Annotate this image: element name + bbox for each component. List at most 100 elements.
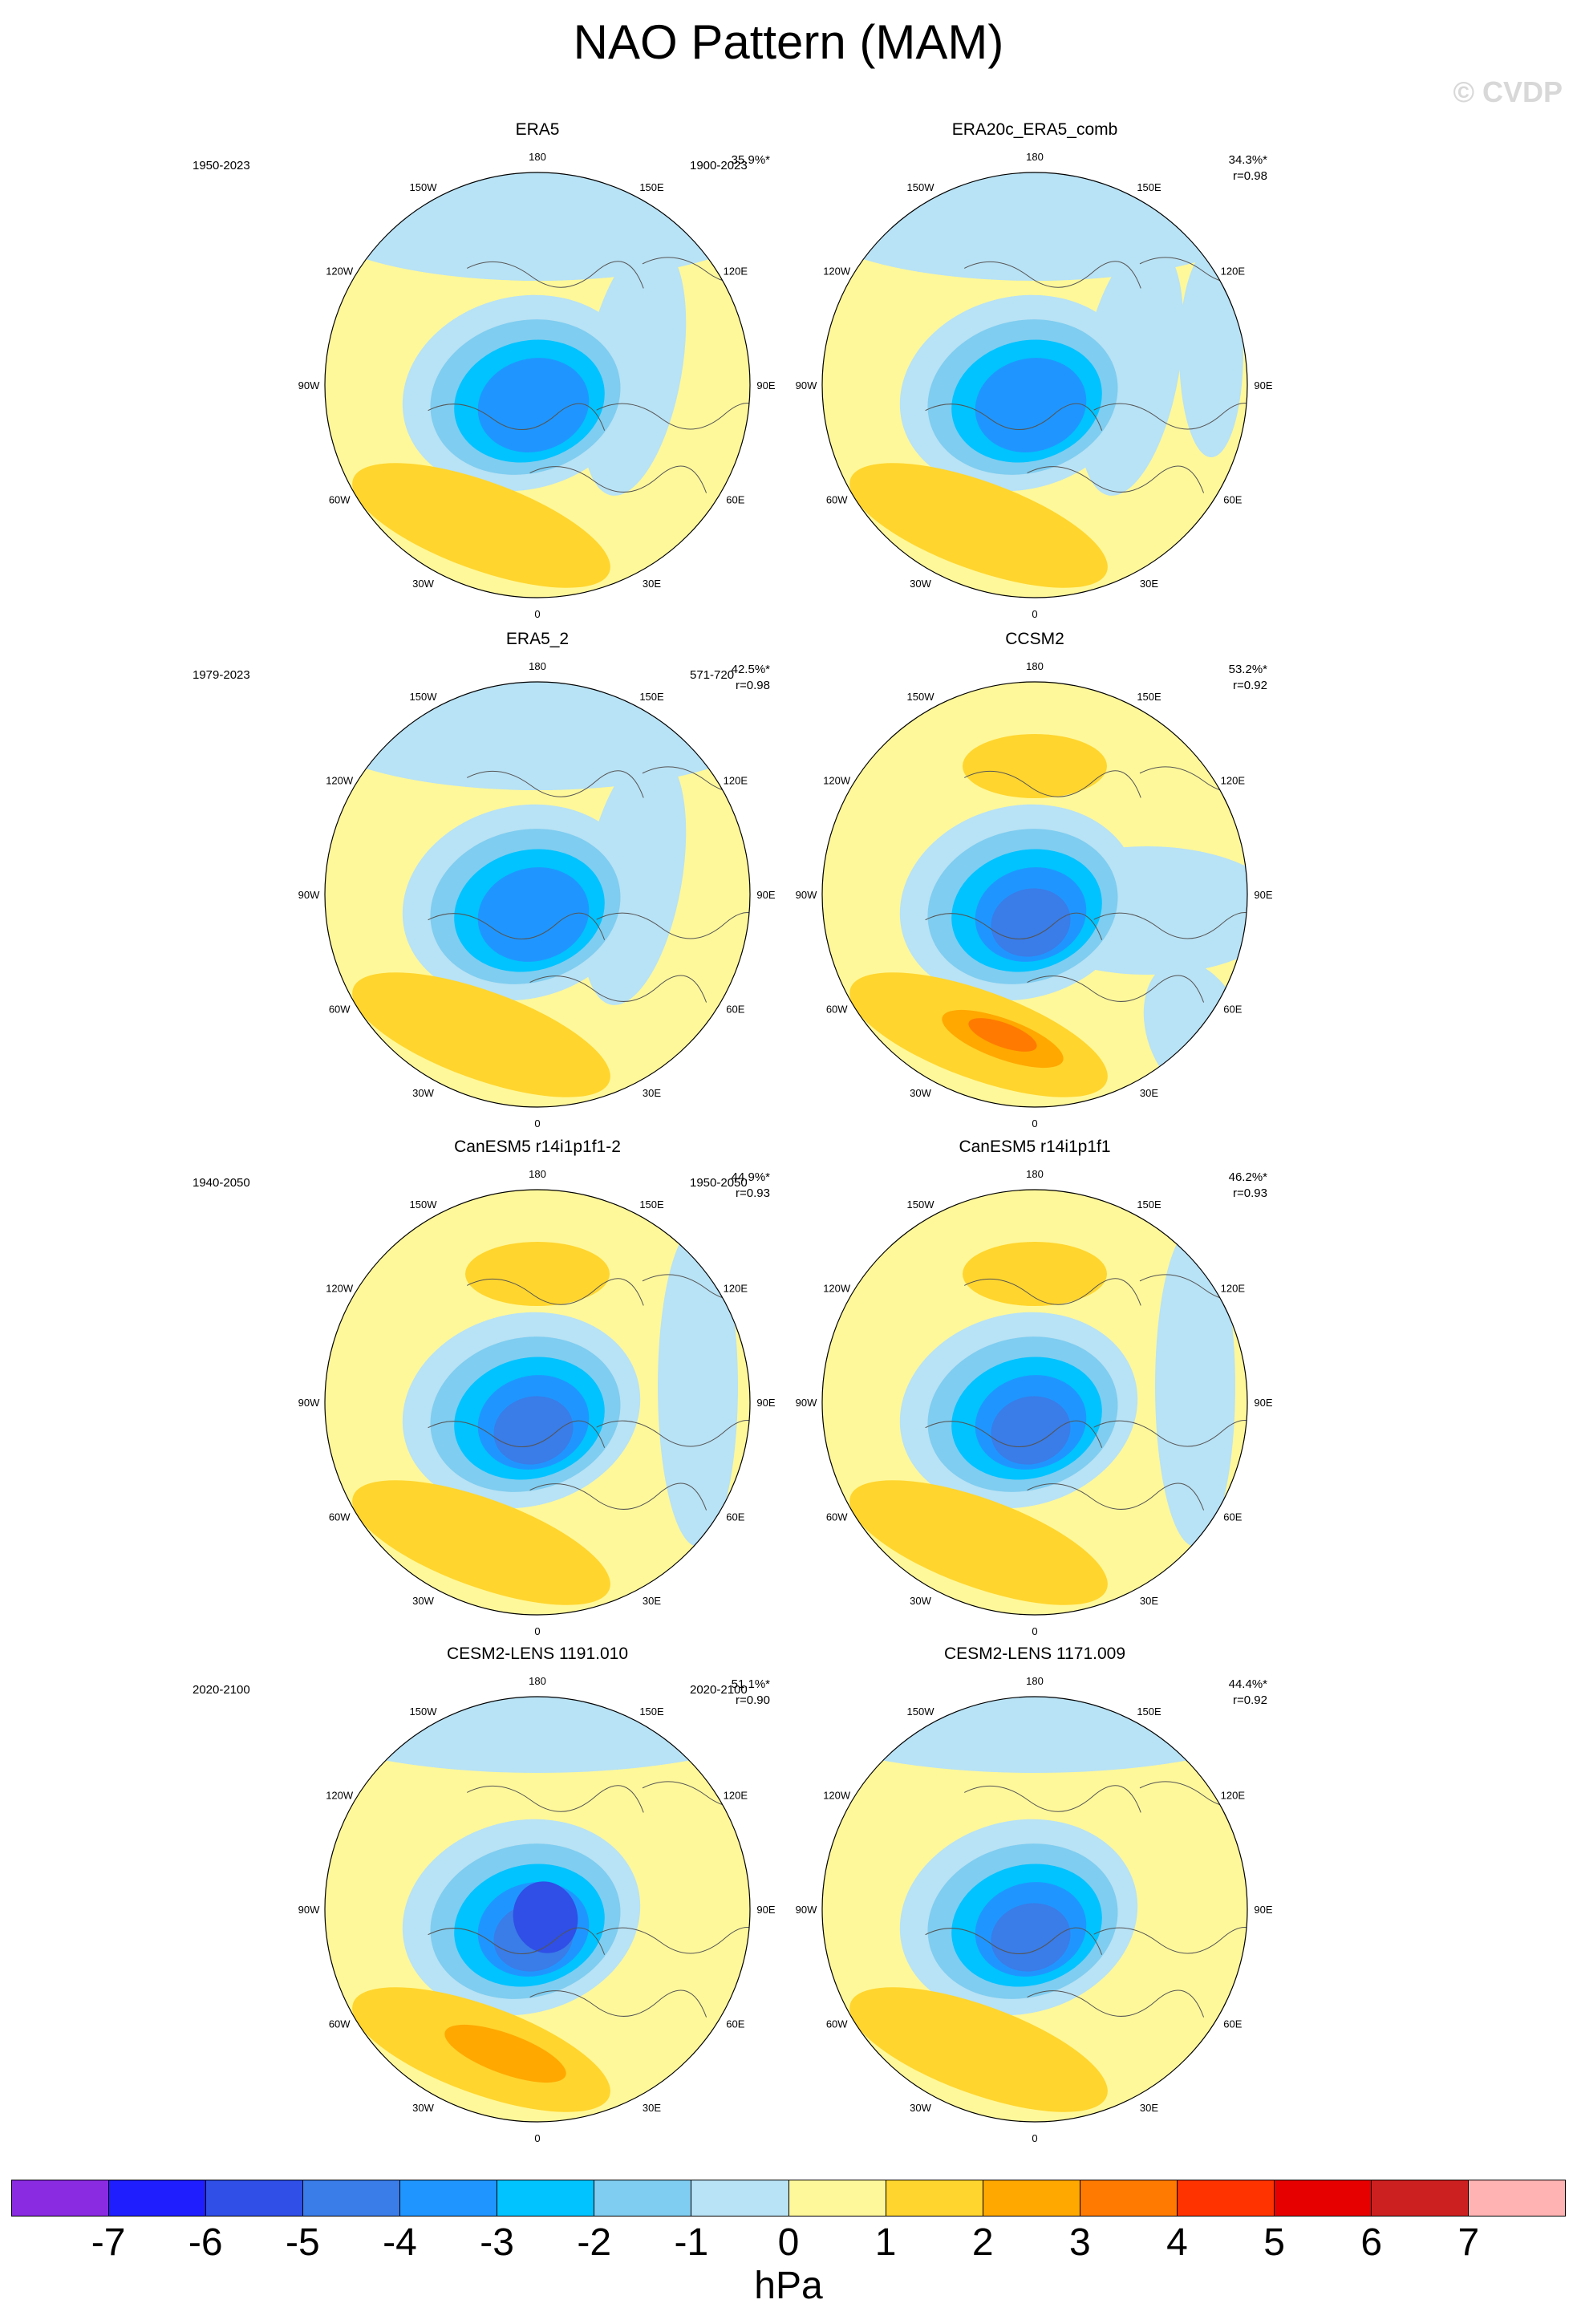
longitude-label: 120W xyxy=(326,775,354,787)
longitude-label: 30W xyxy=(412,2102,434,2114)
longitude-label: 60E xyxy=(1223,494,1242,506)
variance-explained: 44.4%* xyxy=(1228,1677,1267,1691)
panel-title: CESM2-LENS 1191.010 xyxy=(446,1645,629,1663)
longitude-label: 120E xyxy=(1221,1283,1246,1295)
panel-stats: 35.9%* xyxy=(732,152,770,168)
map-boundary xyxy=(821,1696,1248,2123)
negative-region-east xyxy=(658,1226,738,1547)
longitude-label: 30E xyxy=(1140,1087,1158,1099)
atlantic-high-core xyxy=(444,1009,566,1069)
longitude-label: 60E xyxy=(726,1511,744,1523)
atlantic-high xyxy=(352,1480,610,1605)
colorbar-swatch xyxy=(886,2180,983,2216)
coastline xyxy=(529,975,707,1003)
longitude-label: 120E xyxy=(724,266,748,278)
coastline xyxy=(964,261,1141,289)
colorbar-tick-label: -4 xyxy=(383,2221,417,2264)
field-contours xyxy=(822,1190,1247,1615)
map-boundary xyxy=(324,1696,751,2123)
map-panel: CanESM5 r14i1p1f1 1950-2050 46.2%* r=0.9… xyxy=(682,1138,1388,1635)
longitude-label: 150W xyxy=(907,1199,935,1211)
longitude-label: 90E xyxy=(756,379,775,391)
longitude-label: 60E xyxy=(1223,2018,1242,2030)
colorbar-tick-label: -7 xyxy=(91,2221,126,2264)
coastline xyxy=(1093,912,1247,940)
colorbar xyxy=(11,2180,1566,2217)
longitude-label: 60E xyxy=(1223,1511,1242,1523)
longitude-label: 90W xyxy=(796,889,817,901)
longitude-label: 90E xyxy=(756,1397,775,1409)
colorbar-tick-label: 0 xyxy=(777,2221,800,2264)
colorbar-tick-label: -3 xyxy=(480,2221,514,2264)
longitude-label: 120W xyxy=(823,1283,851,1295)
longitude-label: 60W xyxy=(329,1511,351,1523)
longitude-label: 60W xyxy=(826,1004,848,1016)
arctic-low-4 xyxy=(991,1903,1071,1972)
colorbar-swatch xyxy=(1468,2180,1565,2216)
map-boundary xyxy=(821,1189,1248,1616)
polar-map: 180 150E 120E 90E 60E 30E 0 30W 60W 90W 120W 150W xyxy=(796,1168,1273,1635)
map-boundary xyxy=(821,681,1248,1108)
negative-region-pacific xyxy=(325,1697,750,1773)
panel-title: ERA5_2 xyxy=(505,630,570,648)
map-boundary xyxy=(821,172,1248,598)
longitude-label: 120E xyxy=(724,1283,748,1295)
longitude-label: 180 xyxy=(529,151,546,163)
coastline xyxy=(1027,1989,1205,2018)
panel-title: CESM2-LENS 1171.009 xyxy=(943,1645,1126,1663)
colorbar-swatch xyxy=(12,2180,110,2216)
colorbar-swatch xyxy=(400,2180,498,2216)
colorbar-tick-label: 5 xyxy=(1263,2221,1285,2264)
coastline xyxy=(925,1420,1103,1448)
field-contours xyxy=(822,1697,1247,2122)
longitude-label: 0 xyxy=(534,2132,540,2142)
pattern-correlation: r=0.93 xyxy=(1233,1186,1267,1200)
coastline xyxy=(964,1785,1141,1813)
pacific-high xyxy=(465,1242,610,1306)
longitude-label: 30E xyxy=(643,1087,661,1099)
longitude-label: 30E xyxy=(1140,1595,1158,1607)
longitude-label: 150E xyxy=(639,181,664,193)
longitude-label: 0 xyxy=(1032,608,1037,618)
coastline xyxy=(596,912,750,940)
panel-period: 571-720 xyxy=(690,668,735,682)
longitude-label: 90E xyxy=(756,889,775,901)
longitude-label: 150W xyxy=(410,181,438,193)
longitude-label: 90W xyxy=(796,1397,817,1409)
longitude-label: 120W xyxy=(823,775,851,787)
map-panel: CanESM5 r14i1p1f1-2 1940-2050 44.9%* r=0… xyxy=(184,1138,890,1635)
longitude-label: 90W xyxy=(298,379,320,391)
panel-stats: 44.9%* r=0.93 xyxy=(732,1170,770,1202)
arctic-low-4 xyxy=(991,888,1071,957)
longitude-label: 150W xyxy=(907,181,935,193)
variance-explained: 35.9%* xyxy=(731,153,770,167)
field-contours xyxy=(822,172,1247,598)
longitude-label: 120E xyxy=(1221,266,1246,278)
negative-region-east xyxy=(1179,249,1243,457)
longitude-label: 0 xyxy=(534,1117,540,1127)
field-contours xyxy=(822,682,1247,1107)
longitude-label: 60W xyxy=(826,2018,848,2030)
polar-map: 180 150E 120E 90E 60E 30E 0 30W 60W 90W 120W 150W xyxy=(796,660,1273,1127)
negative-region-pacific xyxy=(822,1697,1247,1773)
colorbar-swatch xyxy=(303,2180,401,2216)
map-panel: ERA5 1950-2023 35.9%* 180 150E 120E 90E 60E 3… xyxy=(184,120,890,618)
variance-explained: 53.2%* xyxy=(1228,663,1267,676)
coastline xyxy=(964,1278,1141,1306)
field-contours xyxy=(325,1190,750,1615)
variance-explained: 51.1%* xyxy=(731,1677,770,1691)
arctic-low-3 xyxy=(975,358,1087,452)
longitude-label: 150W xyxy=(410,1705,438,1718)
longitude-label: 30W xyxy=(412,1595,434,1607)
longitude-label: 120E xyxy=(724,1790,748,1802)
pacific-high xyxy=(963,1242,1107,1306)
longitude-label: 30W xyxy=(910,1087,931,1099)
panel-stats: 44.4%* r=0.92 xyxy=(1229,1677,1267,1709)
coastline xyxy=(1093,1420,1247,1448)
longitude-label: 150W xyxy=(907,1705,935,1718)
colorbar-swatch xyxy=(594,2180,692,2216)
colorbar-tick-label: -1 xyxy=(674,2221,709,2264)
panel-period: 1950-2023 xyxy=(193,159,250,172)
longitude-label: 120W xyxy=(326,1283,354,1295)
panel-stats: 34.3%* r=0.98 xyxy=(1229,152,1267,185)
